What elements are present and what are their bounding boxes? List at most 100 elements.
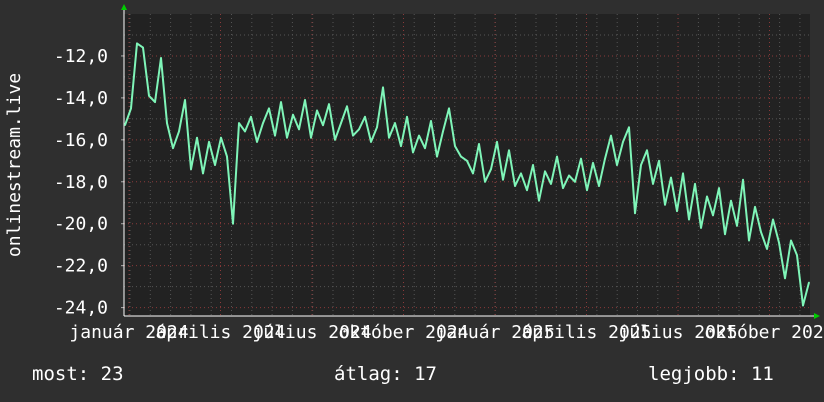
y-axis-label: onlinestream.live	[4, 73, 25, 257]
data-point	[334, 139, 336, 141]
data-point	[310, 136, 312, 139]
data-point	[676, 210, 678, 212]
data-point	[358, 128, 360, 131]
data-point	[682, 172, 684, 175]
data-point	[166, 122, 168, 124]
data-point	[724, 233, 726, 236]
data-point	[418, 134, 420, 137]
data-point	[544, 170, 546, 173]
data-point	[568, 174, 570, 177]
data-point	[616, 164, 618, 166]
data-point	[466, 160, 468, 162]
data-point	[640, 164, 642, 166]
x-tick-label: október 2025	[704, 322, 824, 343]
data-point	[688, 218, 690, 221]
data-point	[208, 141, 210, 143]
data-point	[406, 115, 408, 118]
data-point	[574, 180, 576, 183]
data-point	[394, 122, 396, 124]
data-point	[274, 134, 276, 137]
data-point	[202, 172, 204, 175]
plot-area	[124, 14, 810, 316]
data-point	[790, 239, 792, 242]
x-tick-label: január 2024	[69, 322, 188, 343]
data-point	[670, 176, 672, 179]
data-point	[196, 136, 198, 139]
data-point	[748, 239, 750, 242]
data-point	[124, 124, 126, 126]
data-point	[562, 187, 564, 189]
data-point	[370, 141, 372, 143]
data-point	[316, 109, 318, 112]
y-tick-label: -18,0	[54, 172, 108, 193]
data-point	[286, 136, 288, 139]
data-point	[178, 130, 180, 133]
data-point	[796, 254, 798, 256]
data-point	[706, 195, 708, 198]
data-point	[520, 172, 522, 175]
data-point	[622, 141, 624, 143]
data-point	[604, 157, 606, 160]
data-point	[784, 277, 786, 280]
data-point	[436, 155, 438, 158]
data-point	[808, 281, 810, 284]
y-tick-label: -20,0	[54, 214, 108, 235]
data-point	[508, 149, 510, 152]
data-point	[298, 128, 300, 131]
data-point	[712, 214, 714, 217]
data-point	[442, 130, 444, 133]
data-point	[580, 157, 582, 160]
data-point	[160, 57, 162, 59]
data-point	[742, 178, 744, 181]
x-tick-label: január 2025	[435, 322, 554, 343]
data-point	[550, 183, 552, 185]
data-point	[232, 222, 234, 225]
data-point	[538, 199, 540, 202]
y-tick-label: -12,0	[54, 46, 108, 67]
data-point	[658, 160, 660, 162]
data-point	[502, 178, 504, 181]
data-point	[646, 149, 648, 152]
data-point	[778, 241, 780, 244]
data-point	[322, 124, 324, 126]
data-point	[262, 122, 264, 124]
data-point	[154, 101, 156, 103]
data-point	[634, 212, 636, 215]
x-tick-label: július 2024	[252, 322, 371, 343]
data-point	[190, 168, 192, 170]
data-point	[766, 248, 768, 250]
data-point	[148, 94, 150, 97]
data-point	[400, 145, 402, 147]
x-tick-label: július 2025	[618, 322, 737, 343]
data-point	[268, 107, 270, 110]
data-point	[454, 145, 456, 147]
data-point	[424, 147, 426, 150]
data-point	[772, 218, 774, 221]
data-point	[484, 180, 486, 183]
data-point	[610, 134, 612, 137]
data-point	[172, 147, 174, 150]
data-point	[388, 136, 390, 139]
data-point	[598, 185, 600, 187]
data-point	[412, 151, 414, 154]
data-point	[340, 122, 342, 124]
x-tick-label: április 2024	[155, 322, 285, 343]
data-point	[430, 120, 432, 122]
data-point	[652, 183, 654, 185]
data-point	[364, 115, 366, 118]
data-point	[142, 46, 144, 49]
legend-current: most: 23	[32, 363, 124, 385]
data-point	[664, 204, 666, 206]
y-tick-label: -22,0	[54, 256, 108, 277]
data-point	[526, 189, 528, 191]
data-point	[376, 126, 378, 129]
data-point	[460, 155, 462, 158]
data-point	[586, 189, 588, 191]
data-point	[472, 172, 474, 175]
data-point	[760, 231, 762, 233]
data-point	[496, 141, 498, 143]
data-point	[352, 134, 354, 137]
x-tick-label: április 2025	[521, 322, 651, 343]
data-point	[256, 141, 258, 143]
